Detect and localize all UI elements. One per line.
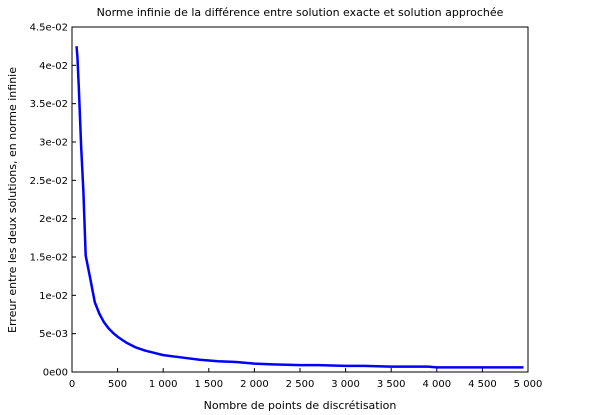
x-tick-label: 3 500 (377, 379, 406, 390)
chart-title: Norme infinie de la différence entre sol… (97, 6, 504, 19)
y-tick-label: 1.5e-02 (30, 253, 68, 264)
y-axis: 0e00 5e-03 1e-02 1.5e-02 2e-02 2.5e-02 3e-02 3.… (30, 23, 76, 379)
x-tick-label: 2 000 (240, 379, 269, 390)
y-tick-label: 0e00 (43, 368, 68, 379)
y-tick-label: 1e-02 (39, 291, 68, 302)
x-tick-label: 5 000 (514, 379, 543, 390)
y-axis-label: Erreur entre les deux solutions, en norm… (6, 67, 19, 333)
x-tick-label: 4 500 (468, 379, 497, 390)
plot-frame (71, 26, 529, 373)
y-tick-label: 3e-02 (39, 138, 68, 149)
x-tick-label: 3 000 (331, 379, 360, 390)
x-axis-label: Nombre de points de discrétisation (204, 399, 397, 412)
x-tick-label: 0 (69, 379, 75, 390)
x-tick-label: 1 000 (149, 379, 178, 390)
y-tick-label: 2e-02 (39, 214, 68, 225)
x-tick-label: 4 000 (422, 379, 451, 390)
x-tick-label: 500 (108, 379, 127, 390)
x-tick-label: 2 500 (286, 379, 315, 390)
y-tick-label: 5e-03 (39, 329, 68, 340)
y-tick-label: 3.5e-02 (30, 99, 68, 110)
y-tick-label: 4.5e-02 (30, 23, 68, 34)
x-axis: 0 500 1 000 1 500 2 000 2 500 3 000 3 500 4 000 4… (69, 368, 543, 390)
series-layer (75, 46, 524, 369)
series-line (75, 46, 524, 369)
x-tick-label: 1 500 (194, 379, 223, 390)
y-tick-label: 4e-02 (39, 61, 68, 72)
y-tick-label: 2.5e-02 (30, 176, 68, 187)
